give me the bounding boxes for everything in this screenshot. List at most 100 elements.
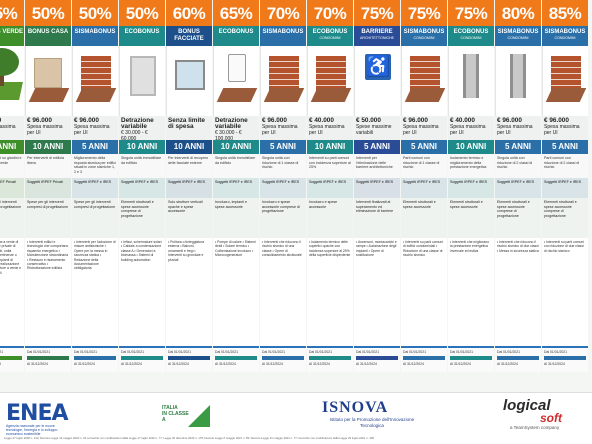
roof-icon — [545, 88, 587, 102]
bonus-title: SISMABONUS CONDOMINI — [495, 26, 541, 46]
spend-note: Spesa massima per UI — [74, 124, 110, 136]
brick-wall-icon — [410, 56, 440, 92]
bonus-column: 70% SISMABONUS € 96.000 Spesa massima per U… — [260, 0, 306, 392]
interventions-list: • Interventi che migliorano la prestazio… — [448, 238, 494, 346]
spend-note: Spesa massima per UI — [309, 124, 345, 136]
bonus-column: 65% ECOBONUS Detrazione variabile € 30.000 … — [213, 0, 259, 392]
beneficiaries: Soggetti IRPEF e IRES — [495, 178, 541, 198]
interventions-list: • Interventi su parti comuni con riduzio… — [542, 238, 588, 346]
facade-icon — [175, 60, 205, 90]
start-date: Dal 01/01/2021 — [215, 350, 238, 354]
eligibility-text: Miglioramento della risposta sismica per… — [72, 154, 118, 178]
spend-limit: € 96.000 Spesa massima per UI — [260, 116, 306, 140]
bonus-illustration — [213, 46, 259, 116]
spend-limit: € 96.000 Spesa massima per UI — [72, 116, 118, 140]
spend-amount: Senza limite di spesa — [168, 117, 205, 130]
bonus-illustration: ♿ — [354, 46, 400, 116]
eligible-expenses: Spese per gli interventi compresi di pro… — [72, 198, 118, 238]
interventions-list: • Interventi su parti comuni di edifici … — [401, 238, 447, 346]
interventions-list: • Pompe di calore • Sistemi ibridi • Sol… — [213, 238, 259, 346]
enea-subtitle: Agenzia nazionale per le nuove tecnologi… — [6, 424, 58, 436]
date-bar — [450, 356, 492, 360]
beneficiaries: Soggetti IRPEF Privati — [25, 178, 71, 198]
end-date: Al 31/12/2024 — [309, 362, 330, 366]
eligibility-text: Singola unità con riduzione di 1 classe … — [260, 154, 306, 178]
spend-note: € 30.000 - € 60.000 — [121, 130, 148, 140]
end-date: Al 31/12/2024 — [215, 362, 236, 366]
spend-amount: Detrazione variabile — [215, 117, 248, 130]
date-bar — [497, 356, 539, 360]
interventions-list: • Sistemazione a verde di aree scoperte … — [0, 238, 24, 346]
eligibility-text: Parti comuni con riduzione di 1 classe d… — [401, 154, 447, 178]
validity-dates: Dal 01/01/2021 Al 31/12/2024 — [448, 346, 494, 372]
boiler-icon — [228, 54, 246, 82]
bonus-title: BARRIERE ARCHITETTONICHE — [354, 26, 400, 46]
eligibility-text: Interventi per l'eliminazione delle barr… — [354, 154, 400, 178]
end-date: Al 31/12/2024 — [262, 362, 283, 366]
bonus-title: BONUS FACCIATE — [166, 26, 212, 46]
eligibility-text: Interventi su parti comuni con incidenza… — [307, 154, 353, 178]
duration-years: 10 ANNI — [307, 140, 353, 154]
bonus-title-text: ECOBONUS — [312, 29, 348, 35]
bonus-title: ECOBONUS CONDOMINI — [307, 26, 353, 46]
eligible-expenses: Elementi strutturali e spese accessorie — [448, 198, 494, 238]
enea-logo: ENEA — [6, 401, 68, 426]
bonus-title-text: SISMABONUS — [544, 29, 586, 35]
interventions-list: • Infissi, schermature solari • Caldaie … — [119, 238, 165, 346]
bonus-title: SISMABONUS CONDOMINI — [542, 26, 588, 46]
bonus-column: 80% SISMABONUS CONDOMINI € 96.000 Spesa mass… — [495, 0, 541, 392]
spend-amount: € 50.000 — [356, 117, 381, 124]
eligible-expenses: Interventi finalizzati al superamento ed… — [354, 198, 400, 238]
start-date: Dal 01/01/2021 — [403, 350, 426, 354]
beneficiaries: Soggetti IRPEF Privati — [0, 178, 24, 198]
spend-amount: Detrazione variabile — [121, 117, 154, 130]
bonus-title-text: BONUS FACCIATE — [174, 29, 204, 42]
eligibility-text: Singola unità immobiliare da edificio — [213, 154, 259, 178]
eligible-expenses: Involucro e spese accessorie — [307, 198, 353, 238]
roof-icon — [263, 88, 305, 102]
date-bar — [121, 356, 163, 360]
beneficiaries: Soggetti IRPEF e IRES — [448, 178, 494, 198]
validity-dates: Dal 01/01/2021 Al 31/12/2024 — [166, 346, 212, 372]
validity-dates: Dal 01/01/2021 Al 31/12/2024 — [401, 346, 447, 372]
bonus-title: BONUS VERDE — [0, 26, 24, 46]
deduction-percent: 60% — [166, 0, 212, 26]
bonus-title-text: ECOBONUS — [124, 29, 160, 35]
duration-years: 5 ANNI — [542, 140, 588, 154]
bonus-title: BONUS CASA — [25, 26, 71, 46]
start-date: Dal 01/01/2021 — [544, 350, 567, 354]
eligible-expenses: Involucro, impianti e spese accessorie — [213, 198, 259, 238]
bonus-subtitle: ARCHITETTONICHE — [359, 36, 395, 40]
spend-note: Spesa massima per UI — [497, 124, 533, 136]
bonus-illustration — [260, 46, 306, 116]
brick-wall-icon — [269, 56, 299, 92]
italia-in-classe-a-logo: ITALIA IN CLASSE A — [162, 401, 212, 431]
validity-dates: Dal 01/01/2021 Al 31/12/2024 — [72, 346, 118, 372]
duration-years: 10 ANNI — [448, 140, 494, 154]
validity-dates: Dal 01/01/2021 Al 31/12/2024 — [307, 346, 353, 372]
beneficiaries: Soggetti IRPEF e IRES — [260, 178, 306, 198]
interventions-list: • Interventi che riducono il rischio sis… — [260, 238, 306, 346]
end-date: Al 31/12/2024 — [403, 362, 424, 366]
eligible-expenses: Solo strutture verticali opache e spese … — [166, 198, 212, 238]
bonus-title-text: ECOBONUS — [453, 29, 489, 35]
date-bar — [262, 356, 304, 360]
bonus-illustration — [166, 46, 212, 116]
bonus-title-text: SISMABONUS — [74, 29, 116, 35]
bonus-title-text: BARRIERE — [361, 29, 393, 35]
date-bar — [309, 356, 351, 360]
bonus-title-text: BONUS VERDE — [0, 29, 23, 35]
spend-limit: Senza limite di spesa — [166, 116, 212, 140]
date-bar — [0, 356, 22, 360]
bonus-illustration — [72, 46, 118, 116]
duration-years: 5 ANNI — [72, 140, 118, 154]
duration-years: 5 ANNI — [354, 140, 400, 154]
logical-subtitle: a TeamSystem company — [510, 425, 560, 430]
bonus-illustration — [25, 46, 71, 116]
spend-note: € 30.000 - € 100.000 — [215, 130, 242, 140]
bonus-column: 75% ECOBONUS CONDOMINI € 40.000 Spesa massim… — [448, 0, 494, 392]
deduction-percent: 65% — [213, 0, 259, 26]
date-bar — [168, 356, 210, 360]
